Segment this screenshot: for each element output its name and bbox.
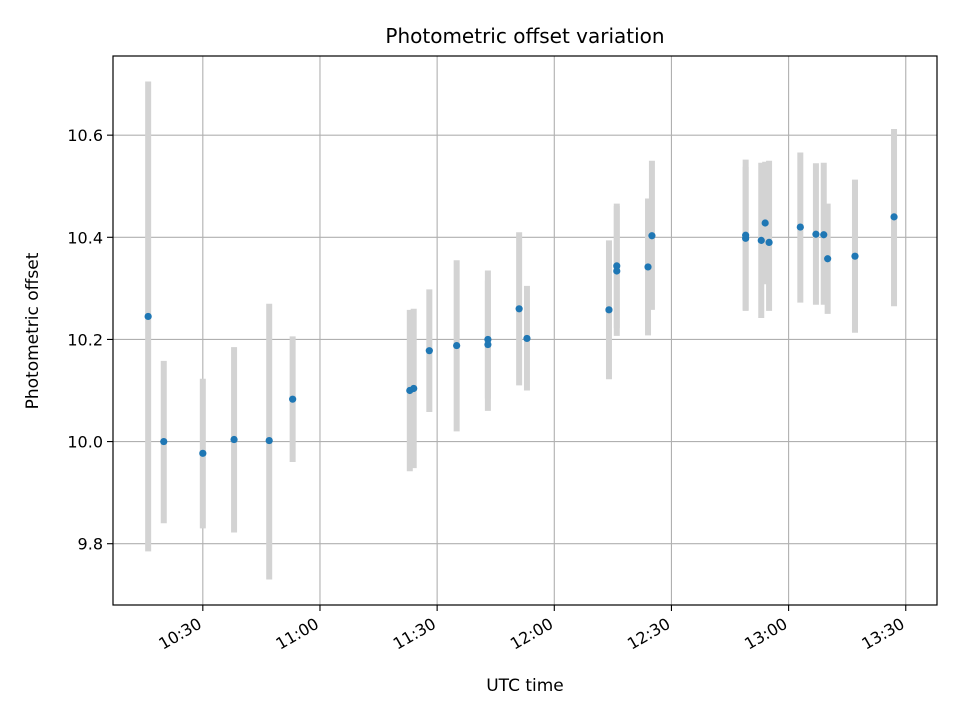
data-point xyxy=(515,305,523,313)
data-point xyxy=(410,384,418,393)
data-point xyxy=(761,219,769,227)
data-point xyxy=(742,231,750,239)
data-point xyxy=(484,340,492,349)
y-tick-label: 10.2 xyxy=(67,330,103,349)
y-tick-label: 9.8 xyxy=(78,535,103,554)
data-point xyxy=(613,262,621,270)
data-point xyxy=(796,223,804,231)
data-point xyxy=(425,347,433,355)
plot-frame xyxy=(112,55,938,606)
data-point xyxy=(605,306,613,314)
data-point xyxy=(890,213,898,221)
data-point xyxy=(523,334,531,343)
data-point xyxy=(644,263,652,271)
data-point xyxy=(648,232,656,240)
data-point xyxy=(199,449,207,457)
y-tick-label: 10.6 xyxy=(67,126,103,145)
grid xyxy=(113,56,937,605)
data-point xyxy=(765,238,773,247)
data-point xyxy=(484,335,492,344)
data-point xyxy=(812,230,820,238)
data-point xyxy=(613,267,621,275)
data-point xyxy=(824,255,832,263)
data-point xyxy=(757,236,765,244)
x-axis-title: UTC time xyxy=(486,676,564,696)
data-point xyxy=(160,437,168,446)
data-point xyxy=(230,435,238,444)
data-point xyxy=(453,341,461,350)
data-point xyxy=(851,252,859,260)
data-point xyxy=(144,312,152,321)
data-point xyxy=(289,395,297,403)
chart-title: Photometric offset variation xyxy=(385,24,664,48)
data-point xyxy=(265,436,273,445)
data-point xyxy=(820,231,828,239)
data-points xyxy=(144,213,898,457)
y-axis-title: Photometric offset xyxy=(23,252,43,409)
y-tick-label: 10.0 xyxy=(67,433,103,452)
y-tick-label: 10.4 xyxy=(67,228,103,247)
